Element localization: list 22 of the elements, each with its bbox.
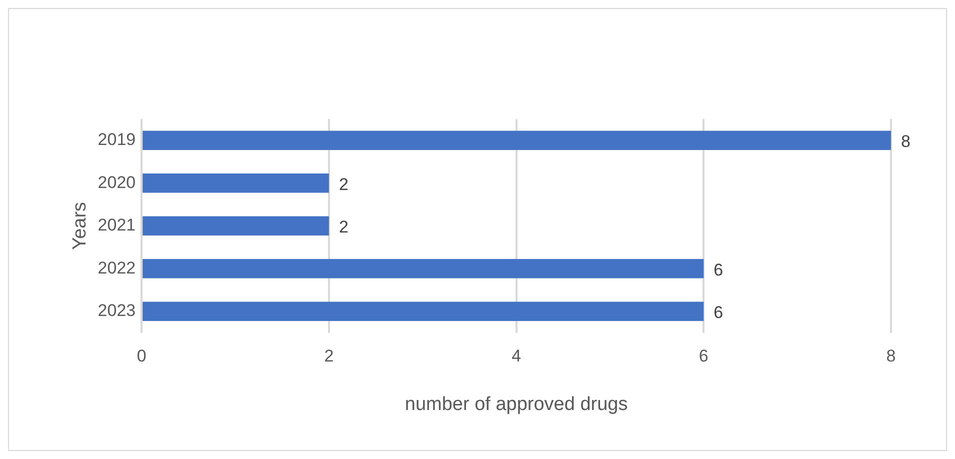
x-tick-label: 0 bbox=[136, 346, 146, 366]
x-tick-label: 2 bbox=[324, 346, 334, 366]
y-tick-label: 2019 bbox=[98, 130, 136, 150]
data-label: 6 bbox=[714, 260, 724, 280]
bar bbox=[142, 216, 329, 236]
y-tick-label: 2021 bbox=[98, 216, 136, 235]
y-axis-title: Years bbox=[70, 202, 91, 250]
bar bbox=[142, 174, 329, 193]
data-label: 2 bbox=[338, 218, 348, 237]
data-label: 2 bbox=[338, 174, 348, 194]
bar bbox=[142, 130, 891, 150]
x-tick-label: 8 bbox=[886, 346, 896, 366]
bar bbox=[142, 302, 704, 322]
y-tick-label: 2023 bbox=[98, 301, 136, 320]
bar bbox=[142, 259, 704, 278]
y-tick-label: 2022 bbox=[98, 258, 136, 278]
x-tick-label: 6 bbox=[698, 346, 708, 366]
x-axis-title: number of approved drugs bbox=[404, 394, 628, 415]
data-label: 8 bbox=[901, 132, 910, 152]
x-tick-label: 4 bbox=[512, 346, 522, 366]
data-label: 6 bbox=[714, 303, 724, 322]
y-tick-label: 2020 bbox=[98, 172, 136, 192]
